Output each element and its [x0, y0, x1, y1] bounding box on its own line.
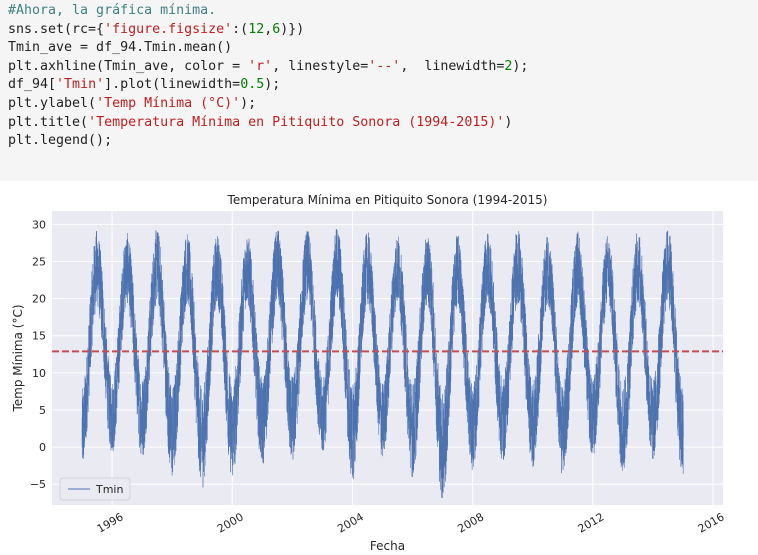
code-line: df_94['Tmin'].plot(linewidth=0.5); — [8, 77, 281, 93]
x-axis: 1996 2000 2004 2008 2012 2016 — [95, 510, 727, 535]
x-tick-label: 2012 — [576, 510, 607, 535]
y-tick-label: 20 — [32, 293, 46, 306]
x-tick-label: 1996 — [95, 510, 126, 535]
y-axis-label: Temp Mínima (°C) — [11, 304, 25, 412]
output-area: −5 0 5 10 15 20 25 30 1996 2000 2004 2008 2012 2016 … — [0, 181, 758, 555]
y-tick-label: 25 — [32, 255, 46, 268]
y-tick-label: 5 — [39, 404, 46, 417]
code-line: plt.axhline(Tmin_ave, color = 'r', lines… — [8, 58, 529, 74]
legend: Tmin — [59, 477, 131, 501]
y-tick-label: −5 — [30, 478, 46, 491]
series-line-tmin — [81, 229, 684, 499]
chart-title: Temperatura Mínima en Pitiquito Sonora (… — [227, 193, 548, 207]
legend-label-tmin: Tmin — [95, 483, 123, 496]
code-line: plt.title('Temperatura Mínima en Pitiqui… — [8, 114, 513, 130]
x-tick-label: 2008 — [455, 510, 486, 535]
y-tick-label: 10 — [32, 367, 46, 380]
x-tick-label: 2000 — [215, 510, 246, 535]
code-cell[interactable]: #Ahora, la gráfica mínima. sns.set(rc={'f… — [0, 0, 758, 181]
code-line: #Ahora, la gráfica mínima. — [8, 3, 217, 18]
y-tick-label: 30 — [32, 218, 46, 231]
y-tick-label: 0 — [39, 441, 46, 454]
legend-frame — [59, 477, 131, 501]
series-tmin — [81, 229, 684, 499]
y-axis: −5 0 5 10 15 20 25 30 — [30, 218, 46, 491]
x-tick-label: 2004 — [335, 510, 366, 535]
y-tick-label: 15 — [32, 330, 46, 343]
code-line: sns.set(rc={'figure.figsize':(12,6)}) — [8, 21, 305, 37]
code-line: plt.ylabel('Temp Mínima (°C)'); — [8, 95, 257, 111]
code-line: Tmin_ave = df_94.Tmin.mean() — [8, 40, 233, 56]
x-tick-label: 2016 — [696, 510, 727, 535]
x-axis-label: Fecha — [370, 539, 405, 553]
code-line: plt.legend(); — [8, 133, 113, 149]
